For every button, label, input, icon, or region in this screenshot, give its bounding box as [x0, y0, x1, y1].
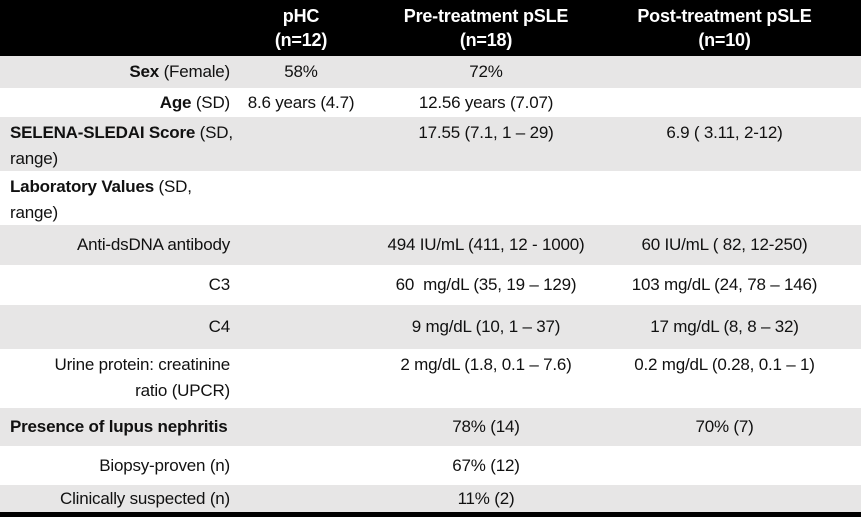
- upcr-post-value: 0.2 mg/dL (0.28, 0.1 – 1): [634, 355, 815, 374]
- c3-label: C3: [208, 275, 231, 294]
- row-lupus-nephritis: Presence of lupus nephritis 78% (14) 70%…: [0, 408, 861, 446]
- clinically-suspected-pre-value: 11% (2): [457, 488, 515, 508]
- row-c4: C4 9 mg/dL (10, 1 – 37) 17 mg/dL (8, 8 –…: [0, 305, 861, 349]
- sex-pre-value: 72%: [469, 62, 503, 81]
- col-header-posttreatment-n: (n=10): [698, 30, 751, 50]
- c4-pre-value: 9 mg/dL (10, 1 – 37): [411, 317, 561, 336]
- selena-sledai-phc-value: [240, 117, 362, 120]
- row-age: Age (SD) 8.6 years (4.7) 12.56 years (7.…: [0, 88, 861, 117]
- c3-pre-value: 60 mg/dL (35, 19 – 129): [395, 275, 577, 294]
- anti-dsdna-post-value: 60 IU/mL ( 82, 12-250): [641, 235, 808, 254]
- laboratory-values-pre-value: [362, 171, 610, 174]
- age-pre-value: 12.56 years (7.07): [418, 92, 554, 112]
- row-sex: Sex (Female) 58% 72%: [0, 56, 861, 88]
- col-header-pretreatment: Pre-treatment pSLE (n=18): [362, 0, 610, 56]
- biopsy-proven-pre-value: 67% (12): [452, 455, 520, 475]
- lupus-nephritis-label: Presence of lupus nephritis: [10, 417, 228, 436]
- row-selena-sledai: SELENA-SLEDAI Score (SD, range) 17.55 (7.…: [0, 117, 861, 171]
- selena-sledai-label: SELENA-SLEDAI Score (SD, range): [10, 123, 233, 168]
- laboratory-values-post-value: [610, 171, 861, 174]
- row-laboratory-values: Laboratory Values (SD, range): [0, 171, 861, 225]
- upcr-phc-value: [240, 349, 362, 352]
- col-header-posttreatment: Post-treatment pSLE (n=10): [610, 0, 861, 56]
- row-anti-dsdna: Anti-dsDNA antibody 494 IU/mL (411, 12 -…: [0, 225, 861, 265]
- anti-dsdna-pre-value: 494 IU/mL (411, 12 - 1000): [387, 235, 585, 254]
- lupus-nephritis-pre-value: 78% (14): [452, 417, 520, 436]
- row-biopsy-proven: Biopsy-proven (n) 67% (12): [0, 446, 861, 485]
- col-header-pretreatment-label: Pre-treatment pSLE: [403, 6, 569, 26]
- laboratory-values-label: Laboratory Values (SD, range): [10, 177, 192, 222]
- selena-sledai-pre-value: 17.55 (7.1, 1 – 29): [418, 123, 554, 142]
- row-c3: C3 60 mg/dL (35, 19 – 129) 103 mg/dL (24…: [0, 265, 861, 305]
- col-header-phc-n: (n=12): [274, 30, 328, 50]
- selena-sledai-post-value: 6.9 ( 3.11, 2-12): [666, 123, 783, 142]
- col-header-posttreatment-label: Post-treatment pSLE: [637, 6, 812, 26]
- c4-post-value: 17 mg/dL (8, 8 – 32): [650, 317, 799, 336]
- col-header-phc: pHC (n=12): [240, 0, 362, 56]
- upcr-label: Urine protein: creatinine ratio (UPCR): [54, 355, 231, 400]
- age-label: Age (SD): [159, 92, 230, 112]
- sex-label: Sex (Female): [129, 62, 230, 81]
- sex-phc-value: 58%: [284, 62, 318, 81]
- c3-post-value: 103 mg/dL (24, 78 – 146): [631, 275, 818, 294]
- anti-dsdna-label: Anti-dsDNA antibody: [76, 235, 230, 254]
- header-row: pHC (n=12) Pre-treatment pSLE (n=18) Pos…: [0, 0, 861, 56]
- biopsy-proven-label: Biopsy-proven (n): [99, 455, 230, 475]
- laboratory-values-phc-value: [240, 171, 362, 174]
- age-phc-value: 8.6 years (4.7): [247, 92, 355, 112]
- lupus-nephritis-post-value: 70% (7): [695, 417, 754, 436]
- header-empty-cell: [0, 0, 240, 56]
- row-clinically-suspected: Clinically suspected (n) 11% (2): [0, 485, 861, 512]
- col-header-pretreatment-n: (n=18): [459, 30, 513, 50]
- row-upcr: Urine protein: creatinine ratio (UPCR) 2 …: [0, 349, 861, 408]
- col-header-phc-label: pHC: [282, 6, 320, 26]
- c4-label: C4: [208, 317, 231, 336]
- clinically-suspected-label: Clinically suspected (n): [60, 488, 230, 508]
- upcr-pre-value: 2 mg/dL (1.8, 0.1 – 7.6): [400, 355, 572, 374]
